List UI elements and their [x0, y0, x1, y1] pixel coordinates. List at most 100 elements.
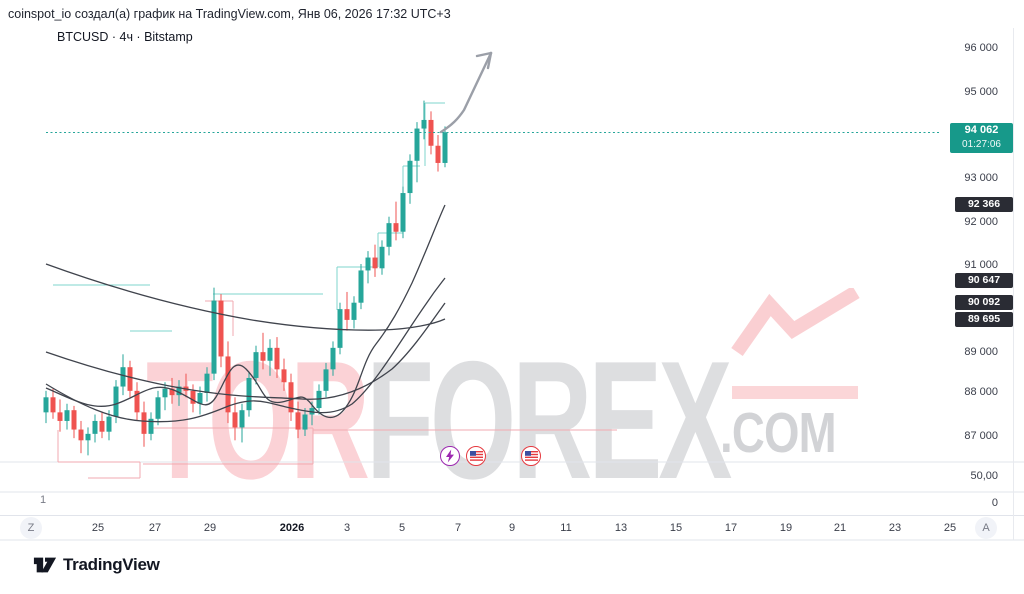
candle-body [400, 193, 406, 232]
time-tick-label: 15 [669, 522, 683, 534]
candle-body [295, 412, 301, 430]
candle-body [190, 390, 196, 404]
watermark-underline [732, 386, 858, 399]
candle-body [351, 302, 357, 320]
candle-body [239, 410, 245, 428]
trend-arrow[interactable] [439, 51, 493, 134]
candle-body [281, 369, 287, 383]
time-tick-label: 19 [779, 522, 793, 534]
candle-body [393, 223, 399, 232]
candle-body [162, 388, 168, 398]
tradingview-attribution[interactable]: TradingView [33, 554, 160, 576]
candle-body [71, 410, 77, 430]
watermark-zigzag-icon [731, 288, 860, 357]
price-tick-label: 89 000 [964, 346, 998, 358]
candle-body [386, 223, 392, 247]
candle-body [442, 132, 448, 163]
time-tick-label: 2026 [279, 522, 305, 534]
candle-body [274, 347, 280, 370]
candle-body [148, 418, 154, 434]
price-tick-label: 95 000 [964, 86, 998, 98]
candle-body [92, 420, 98, 434]
attribution-text: coinspot_io создал(а) график на TradingV… [8, 7, 451, 21]
indicator-value-badge: 90 647 [955, 273, 1013, 288]
candle-body [344, 309, 350, 320]
candle-body [113, 386, 119, 417]
candle-body [428, 119, 434, 146]
candle-body [288, 382, 294, 413]
candle-body [169, 388, 175, 396]
event-lightning-icon[interactable] [440, 446, 460, 466]
trend-arrow-head [486, 51, 493, 70]
candle-body [421, 119, 427, 129]
candle-body [267, 347, 273, 361]
time-tick-label: 5 [398, 522, 406, 534]
tradingview-logo-icon [33, 557, 57, 573]
moving-average-line[interactable] [45, 302, 446, 400]
candle-body [176, 386, 182, 396]
candle-body [337, 309, 343, 348]
candle-body [57, 412, 63, 421]
time-tick-label: 25 [943, 522, 957, 534]
candle-body [197, 393, 203, 404]
moving-average-line[interactable] [45, 277, 446, 423]
tradingview-logo-text: TradingView [63, 555, 160, 574]
candle-body [435, 145, 441, 163]
candle-body [99, 420, 105, 432]
candle-wick [395, 201, 397, 241]
moving-average-line[interactable] [45, 204, 446, 418]
timezone-button[interactable]: Z [20, 517, 42, 539]
candle-body [253, 352, 259, 378]
candle-body [358, 270, 364, 303]
price-tick-label: 92 000 [964, 216, 998, 228]
candle-body [43, 397, 49, 413]
watermark-forex: FOREX [366, 326, 732, 514]
economic-event-us-flag-icon[interactable] [466, 446, 486, 466]
last-price-badge: 94 062 01:27:06 [950, 123, 1013, 153]
auto-scale-button[interactable]: A [975, 517, 997, 539]
time-tick-label: 7 [454, 522, 462, 534]
candle-body [330, 347, 336, 370]
candle-body [78, 429, 84, 441]
candle-body [120, 367, 126, 387]
bar-countdown: 01:27:06 [962, 139, 1001, 150]
candle-body [85, 433, 91, 441]
trend-arrow-head [475, 51, 493, 58]
candle-body [260, 352, 266, 361]
candle-body [225, 356, 231, 413]
candle-body [106, 416, 112, 432]
candle-wick [87, 427, 89, 456]
candle-body [372, 257, 378, 269]
candle-body [134, 390, 140, 413]
last-price-value: 94 062 [964, 124, 999, 136]
candle-wick [185, 373, 187, 398]
indicator-value-badge: 90 092 [955, 295, 1013, 310]
candle-body [365, 257, 371, 271]
time-tick-label: 21 [833, 522, 847, 534]
candle-body [141, 412, 147, 434]
economic-event-us-flag-icon[interactable] [521, 446, 541, 466]
price-tick-label: 88 000 [964, 386, 998, 398]
candle-body [50, 397, 56, 413]
candle-body [204, 373, 210, 393]
candle-body [379, 246, 385, 269]
moving-average-line[interactable] [45, 263, 446, 331]
symbol-legend[interactable]: BTCUSD · 4ч · Bitstamp [57, 30, 193, 44]
candle-body [246, 377, 252, 411]
candle-body [155, 397, 161, 419]
time-tick-label: 29 [203, 522, 217, 534]
price-tick-label: 93 000 [964, 172, 998, 184]
candle-body [211, 300, 217, 374]
watermark-com: .COM [720, 401, 837, 465]
price-tick-label: 87 000 [964, 430, 998, 442]
price-tick-label: 91 000 [964, 259, 998, 271]
candle-wick [262, 332, 264, 370]
candle-body [323, 369, 329, 391]
pane-index-label: 1 [40, 494, 47, 506]
time-tick-label: 25 [91, 522, 105, 534]
time-tick-label: 11 [560, 522, 572, 534]
price-tick-label: 0 [991, 497, 998, 509]
indicator-value-badge: 92 366 [955, 197, 1013, 212]
